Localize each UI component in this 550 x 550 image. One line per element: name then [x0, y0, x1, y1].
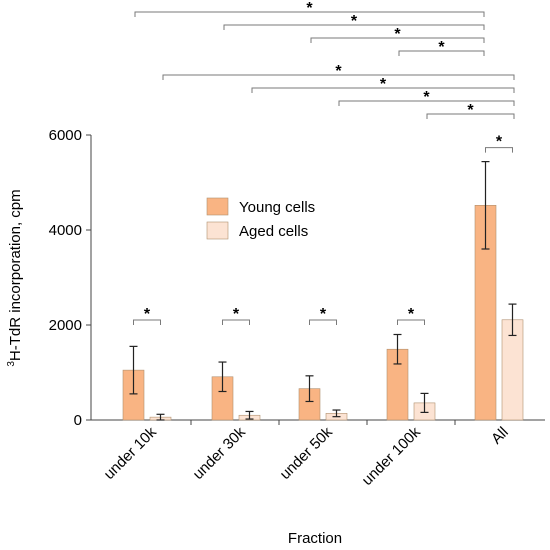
significance-star: * — [438, 39, 445, 56]
y-axis-title-superscript: 3 — [6, 361, 17, 367]
legend-swatch — [206, 197, 229, 216]
plot-area: 0 2000 4000 6000 under 10k under 30k under 50k… — [49, 0, 545, 489]
top-significance-bracket — [134, 11, 485, 17]
x-tick-label: under 30k — [190, 423, 250, 483]
significance-star: * — [380, 76, 387, 93]
x-tick-label: All — [488, 424, 512, 448]
x-tick-label: under 10k — [101, 423, 161, 483]
y-tick-label: 2000 — [49, 317, 82, 334]
top-significance-bracket — [251, 87, 515, 93]
top-significance-bracket — [162, 74, 515, 80]
top-significance-bracket — [338, 100, 515, 106]
significance-star: * — [394, 26, 401, 43]
significance-bracket — [133, 319, 161, 325]
significance-star: * — [335, 63, 342, 80]
significance-bracket — [485, 147, 513, 153]
x-tick-label: under 50k — [277, 423, 337, 483]
top-significance-bracket — [310, 37, 485, 43]
significance-star: * — [306, 0, 313, 17]
significance-star: * — [496, 134, 503, 151]
significance-star: * — [423, 89, 430, 106]
y-axis-title: 3H-TdR incorporation, cpm — [6, 189, 24, 366]
significance-star: * — [320, 306, 327, 323]
legend-label: Aged cells — [239, 223, 308, 240]
top-significance-bracket — [426, 113, 515, 119]
significance-bracket — [397, 319, 425, 325]
y-axis-title-main: H-TdR incorporation, cpm — [7, 189, 24, 361]
significance-bracket — [309, 319, 337, 325]
y-tick-label: 0 — [74, 412, 82, 429]
significance-bracket — [222, 319, 250, 325]
significance-star: * — [467, 102, 474, 119]
y-tick-label: 4000 — [49, 222, 82, 239]
significance-star: * — [233, 306, 240, 323]
top-significance-bracket — [398, 50, 485, 56]
legend-swatch — [206, 221, 229, 240]
significance-star: * — [144, 306, 151, 323]
x-tick-label: under 100k — [359, 423, 424, 488]
x-axis-title: Fraction — [288, 530, 342, 547]
significance-star: * — [408, 306, 415, 323]
y-tick-label: 6000 — [49, 127, 82, 144]
legend-label: Young cells — [239, 199, 315, 216]
top-significance-bracket — [223, 24, 485, 30]
significance-star: * — [351, 13, 358, 30]
